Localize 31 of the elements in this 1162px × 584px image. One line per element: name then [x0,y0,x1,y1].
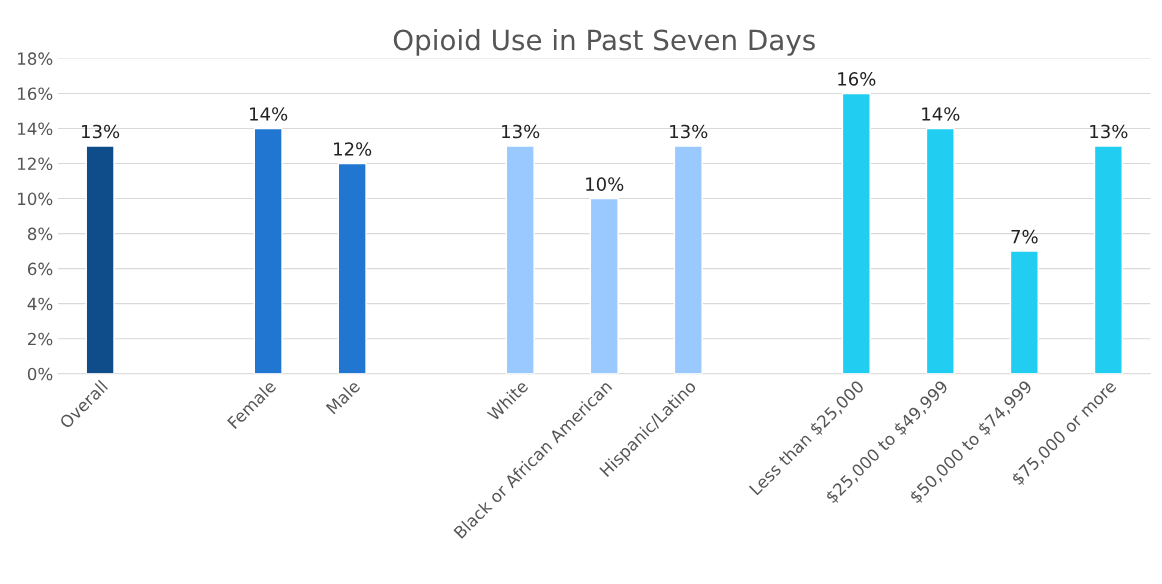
y-tick-label: 2% [28,332,53,346]
bar [505,145,535,374]
y-tick-label: 4% [27,297,53,311]
data-label: 13% [82,124,120,139]
bar [85,145,115,374]
data-label: 7% [1011,229,1038,244]
data-label: 12% [334,142,372,156]
bar [1093,145,1123,374]
y-tick-label: 12% [18,157,53,171]
y-tick-label: 14% [18,122,53,136]
y-tick-label: 16% [18,87,53,101]
chart-title: Opioid Use in Past Seven Days [393,28,815,56]
data-label: 14% [922,107,960,121]
y-tick-label: 0% [27,367,53,381]
data-label: 13% [502,124,540,139]
data-label: 13% [1090,124,1128,139]
bar [673,145,703,374]
bar [1009,250,1039,374]
y-tick-label: 8% [27,227,53,241]
data-label: 10% [586,177,624,191]
bar [841,92,871,374]
y-tick-label: 6% [27,262,53,276]
data-label: 14% [250,107,288,121]
data-label: 16% [838,72,876,86]
data-label: 13% [670,124,708,139]
y-tick-label: 10% [18,192,53,206]
bar [589,197,619,374]
y-tick-label: 18% [18,52,53,65]
bar [337,162,367,374]
bar [925,127,955,374]
bar [253,127,283,374]
